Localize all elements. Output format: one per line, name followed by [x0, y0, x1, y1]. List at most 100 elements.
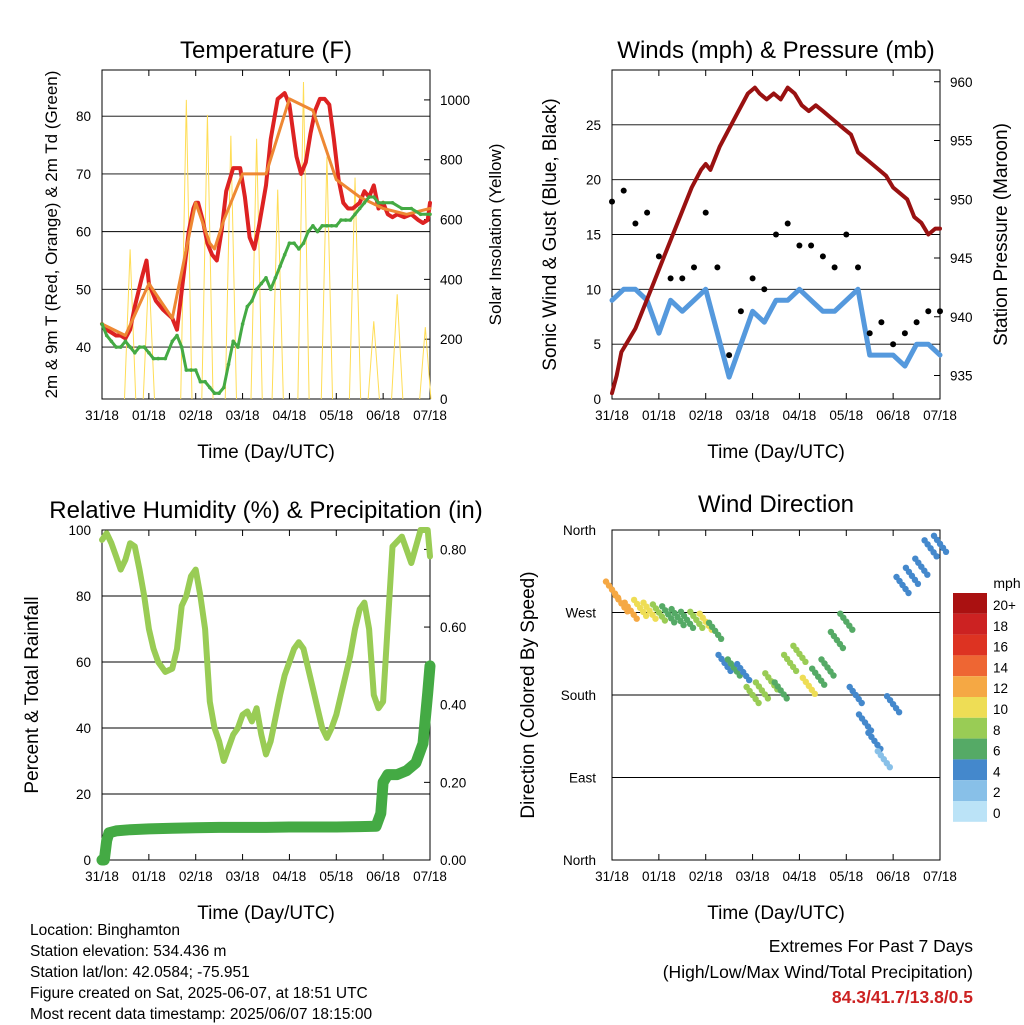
x-axis-label-1: Time (Day/UTC): [707, 442, 845, 463]
y-tick-label: East: [569, 771, 596, 786]
legend-label: 2: [993, 785, 1001, 800]
gust-point: [819, 253, 826, 260]
x-tick-label: 01/18: [132, 408, 166, 423]
gust-point: [796, 242, 803, 249]
dewpoint-point: [278, 264, 282, 269]
y-axis-label-left-0: 2m & 9m T (Red, Orange) & 2m Td (Green): [42, 71, 61, 399]
dewpoint-line: [100, 195, 432, 395]
y-right-tick-label: 0.80: [440, 542, 466, 557]
solar-insolation-peak: [201, 114, 214, 400]
gust-point: [691, 264, 697, 271]
solar-insolation-peak: [271, 189, 284, 400]
gust-point: [749, 275, 756, 282]
legend-label: 14: [993, 660, 1009, 675]
dewpoint-point: [147, 351, 151, 355]
gust-point: [667, 275, 674, 282]
y-tick-label: 60: [76, 225, 91, 240]
legend-title: mph: [993, 575, 1020, 591]
gust-point: [761, 286, 768, 293]
legend-label: 4: [993, 764, 1001, 779]
gust-point: [866, 330, 873, 337]
dewpoint-point: [189, 368, 193, 372]
solar-insolation-peak: [224, 135, 237, 400]
direction-point: [802, 658, 809, 665]
direction-point: [905, 589, 912, 597]
figure-created: Figure created on Sat, 2025-06-07, at 18…: [30, 985, 368, 1002]
y-axis-label-left-1: Sonic Wind & Gust (Blue, Black): [540, 98, 561, 370]
x-axis-label-3: Time (Day/UTC): [707, 903, 845, 924]
direction-point: [849, 626, 856, 633]
y-right-tick-label: 0.20: [440, 775, 466, 790]
legend-label: 12: [993, 681, 1008, 696]
direction-point: [914, 580, 922, 587]
y-right-tick-label: 200: [440, 332, 463, 347]
direction-point: [642, 612, 650, 620]
dewpoint-point: [348, 218, 353, 222]
legend-swatch: [953, 780, 987, 801]
x-tick-label: 05/18: [829, 869, 863, 884]
direction-point: [717, 635, 725, 642]
y-right-tick-label: 0.40: [440, 698, 466, 713]
direction-point: [652, 615, 659, 622]
x-tick-label: 04/18: [273, 408, 307, 423]
dewpoint-point: [231, 339, 235, 344]
y-tick-label: 40: [76, 340, 91, 355]
dewpoint-point: [268, 287, 273, 292]
recent-timestamp: Most recent data timestamp: 2025/06/07 1…: [30, 1006, 373, 1023]
temp-9m-line: [100, 97, 432, 337]
y-tick-label: West: [565, 606, 596, 621]
y-right-tick-label: 955: [950, 134, 973, 149]
dewpoint-point: [400, 206, 404, 211]
gust-point: [925, 308, 932, 315]
gust-point: [843, 231, 850, 238]
dewpoint-point: [315, 229, 320, 234]
gust-point: [679, 275, 686, 282]
direction-point: [933, 553, 940, 560]
dewpoint-point: [236, 345, 240, 349]
y-tick-label: 0: [83, 853, 91, 868]
dewpoint-point: [109, 339, 114, 344]
x-tick-label: 02/18: [179, 869, 213, 884]
gust-point: [855, 264, 861, 271]
extremes-subtitle: (High/Low/Max Wind/Total Precipitation): [662, 961, 973, 982]
x-tick-label: 07/18: [923, 869, 957, 884]
panel-title-1: Winds (mph) & Pressure (mb): [617, 37, 934, 64]
y-axis-label-left-2: Percent & Total Rainfall: [22, 596, 43, 793]
gust-point: [714, 264, 721, 271]
dewpoint-point: [343, 218, 348, 222]
legend-swatch: [953, 697, 987, 718]
y-tick-label: 0: [593, 392, 601, 407]
station-latlon: Station lat/lon: 42.0584; -75.951: [30, 964, 250, 981]
x-tick-label: 06/18: [876, 869, 910, 884]
direction-point: [661, 617, 669, 624]
x-tick-label: 04/18: [783, 869, 817, 884]
dewpoint-point: [193, 368, 198, 372]
direction-point: [886, 764, 893, 771]
y-axis-label-right-0: Solar Insolation (Yellow): [486, 144, 505, 326]
dewpoint-point: [311, 224, 315, 228]
panel-title-3: Wind Direction: [698, 491, 854, 518]
y-tick-label: 80: [76, 589, 91, 604]
gust-point: [655, 253, 662, 260]
direction-point: [671, 619, 678, 626]
dewpoint-point: [254, 287, 259, 292]
x-tick-label: 07/18: [413, 869, 447, 884]
y-tick-label: 5: [593, 337, 601, 352]
y-tick-label: North: [563, 853, 596, 868]
x-tick-label: 03/18: [736, 869, 770, 884]
direction-point: [792, 667, 800, 675]
solar-insolation-peak: [419, 327, 432, 400]
solar-insolation-peak: [297, 81, 310, 400]
dewpoint-point: [151, 356, 156, 361]
direction-point: [633, 615, 640, 622]
y-right-tick-label: 1000: [440, 93, 470, 108]
x-tick-label: 03/18: [226, 408, 260, 423]
direction-point: [689, 624, 697, 631]
gust-point: [808, 242, 815, 249]
dewpoint-point: [287, 241, 292, 245]
direction-point: [821, 681, 828, 688]
dewpoint-point: [292, 241, 296, 245]
x-tick-label: 05/18: [319, 869, 353, 884]
legend-swatch: [953, 613, 987, 635]
